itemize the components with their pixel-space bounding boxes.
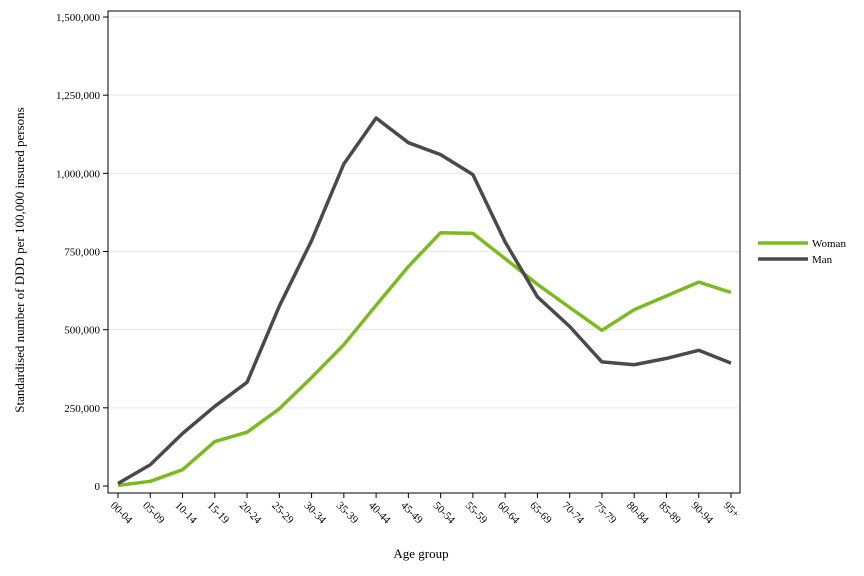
- y-axis-title: Standardised number of DDD per 100,000 i…: [12, 107, 27, 412]
- legend-label-woman: Woman: [812, 238, 846, 250]
- y-tick-label: 1,000,000: [56, 168, 101, 180]
- y-tick-label: 250,000: [64, 403, 100, 415]
- y-tick-label: 500,000: [64, 325, 100, 337]
- x-axis-title: Age group: [393, 546, 448, 561]
- y-axis: 0 250,000 500,000 750,000 1,000,000 1,250,000…: [56, 12, 108, 493]
- legend: Woman Man: [758, 238, 846, 266]
- y-tick-label: 1,250,000: [56, 90, 101, 102]
- legend-label-man: Man: [812, 254, 833, 266]
- y-tick-label: 0: [95, 481, 101, 493]
- y-tick-label: 1,500,000: [56, 12, 101, 24]
- y-tick-label: 750,000: [64, 247, 100, 259]
- series-line-man: [117, 116, 732, 486]
- series-line-woman: [117, 230, 732, 488]
- series-lines: [117, 116, 732, 488]
